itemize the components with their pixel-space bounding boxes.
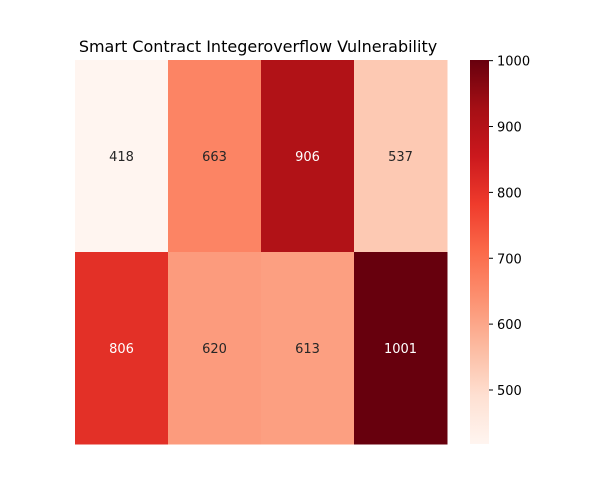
colorbar-ticks: 500 600 700 800 900 1000 <box>489 55 530 399</box>
heatmap-cell-r0-c1 <box>168 60 262 253</box>
heatmap-cell-label-r0-c1: 663 <box>202 150 227 165</box>
heatmap-cell-r0-c0 <box>75 60 169 253</box>
heatmap-cell-r1-c2 <box>261 252 355 445</box>
heatmap-cell-label-r0-c0: 418 <box>109 150 134 165</box>
heatmap-cell-r1-c0 <box>75 252 169 445</box>
chart-title: Smart Contract Integeroverflow Vulnerabi… <box>79 37 437 56</box>
colorbar-tick-label-600: 600 <box>497 318 522 333</box>
colorbar <box>470 60 489 444</box>
heatmap-cell-label-r1-c0: 806 <box>109 342 134 357</box>
heatmap-cell-r0-c3 <box>354 60 448 253</box>
heatmap-cell-r1-c3 <box>354 252 448 445</box>
heatmap-cell-label-r1-c3: 1001 <box>384 342 417 357</box>
colorbar-tick-label-800: 800 <box>497 186 522 201</box>
heatmap-cell-labels: 418 663 906 537 806 620 613 1001 <box>109 150 417 357</box>
colorbar-tick-label-500: 500 <box>497 384 522 399</box>
colorbar-tick-label-1000: 1000 <box>497 55 530 70</box>
heatmap-cell-label-r0-c2: 906 <box>295 150 320 165</box>
heatmap-cells <box>75 60 448 445</box>
heatmap-cell-r1-c1 <box>168 252 262 445</box>
colorbar-tick-label-900: 900 <box>497 121 522 136</box>
colorbar-tick-label-700: 700 <box>497 252 522 267</box>
heatmap-cell-label-r1-c1: 620 <box>202 342 227 357</box>
heatmap-cell-label-r1-c2: 613 <box>295 342 320 357</box>
heatmap-cell-label-r0-c3: 537 <box>388 150 413 165</box>
heatmap-cell-r0-c2 <box>261 60 355 253</box>
